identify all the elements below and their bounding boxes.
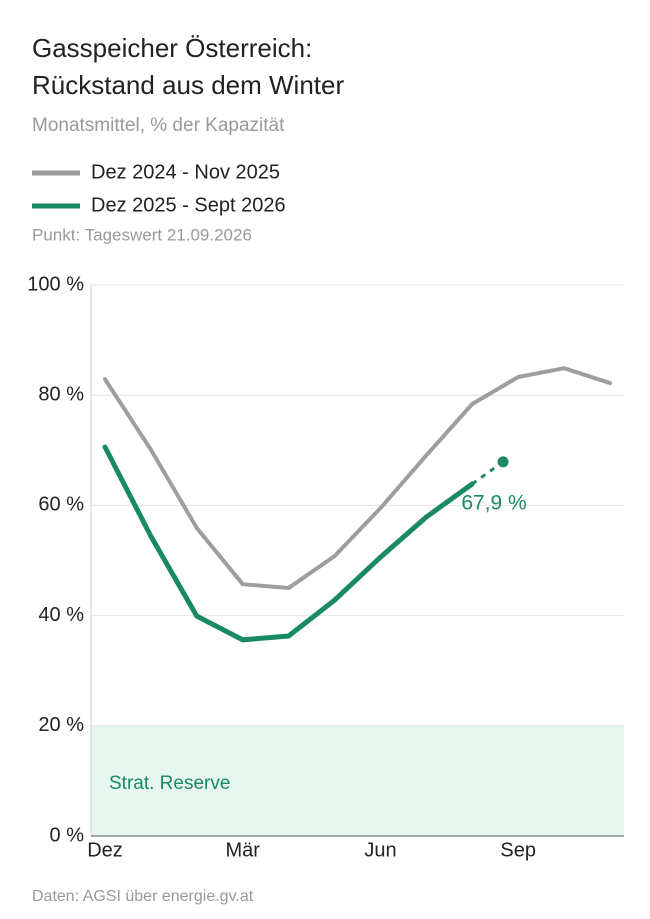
x-tick-label: Mär (226, 839, 261, 861)
chart-title: Gasspeicher Österreich: (32, 33, 312, 63)
chart-title: Rückstand aus dem Winter (32, 70, 344, 100)
reserve-band (91, 725, 624, 836)
x-tick-label: Dez (87, 839, 123, 861)
y-tick-label: 100 % (27, 273, 84, 295)
note: Punkt: Tageswert 21.09.2026 (32, 225, 252, 244)
connector (471, 460, 504, 486)
point (497, 456, 509, 468)
series-line (103, 366, 612, 591)
source: Daten: AGSI über energie.gv.at (32, 888, 254, 905)
y-tick-label: 0 % (50, 824, 85, 846)
y-tick-label: 60 % (38, 494, 84, 516)
subtitle: Monatsmittel, % der Kapazität (32, 115, 285, 136)
y-tick-label: 40 % (38, 604, 84, 626)
legend-label: Dez 2024 - Nov 2025 (91, 161, 280, 183)
series-line (102, 444, 475, 643)
x-tick-label: Sep (500, 839, 536, 861)
legend-label: Dez 2025 - Sept 2026 (91, 194, 286, 216)
y-tick-label: 20 % (38, 714, 84, 736)
x-tick-label: Jun (364, 839, 396, 861)
value-label: 67,9 % (461, 491, 526, 514)
y-tick-label: 80 % (38, 383, 84, 405)
reserve-label: Strat. Reserve (109, 773, 230, 794)
